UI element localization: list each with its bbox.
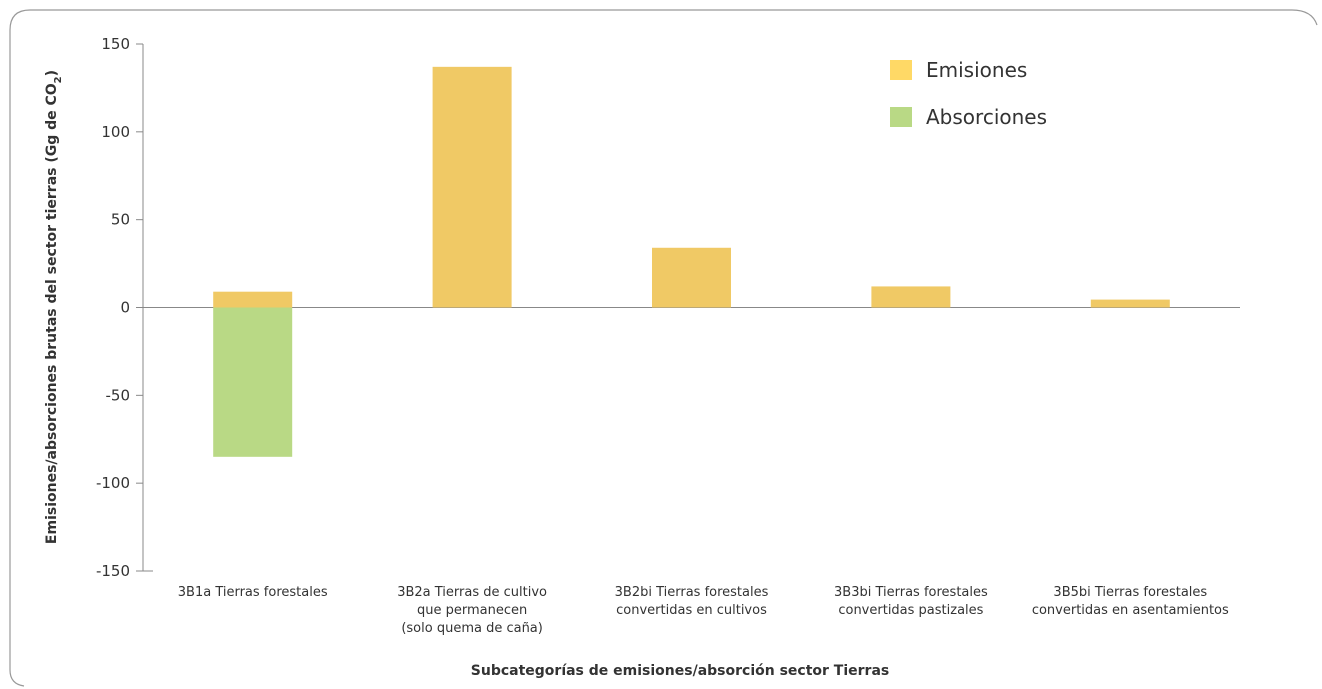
y-tick-label: 100 [101, 123, 130, 141]
y-tick-label: 150 [101, 35, 130, 53]
category-label: convertidas en asentamientos [1032, 603, 1229, 618]
category-label: que permanecen [417, 603, 527, 618]
y-tick-label: -150 [96, 562, 130, 580]
category-label: 3B2a Tierras de cultivo [397, 585, 547, 600]
legend-label: Emisiones [926, 58, 1027, 82]
category-label: 3B1a Tierras forestales [178, 585, 328, 600]
bar [213, 307, 293, 457]
category-label: 3B5bi Tierras forestales [1053, 585, 1207, 600]
y-axis-title-subscript: 2 [53, 76, 64, 83]
bar [1090, 299, 1170, 308]
bar [213, 291, 293, 308]
bars [213, 66, 1170, 457]
y-tick-label: 50 [111, 211, 130, 229]
bar [432, 66, 512, 308]
x-axis-title: Subcategorías de emisiones/absorción sec… [471, 663, 889, 679]
y-tick-label: -100 [96, 474, 130, 492]
y-axis-title-main: Emisiones/absorciones brutas del sector … [44, 83, 60, 544]
category-labels: 3B1a Tierras forestales 3B2a Tierras de c… [178, 585, 1229, 636]
legend-swatch [890, 60, 912, 80]
bar [652, 247, 731, 308]
legend: Emisiones Absorciones [890, 58, 1047, 129]
bar [871, 286, 951, 308]
y-tick-label: 0 [120, 299, 130, 317]
y-tick-label: -50 [106, 386, 131, 404]
category-label: (solo quema de caña) [401, 621, 543, 636]
category-label: convertidas en cultivos [616, 603, 767, 618]
legend-label: Absorciones [926, 105, 1047, 129]
category-label: 3B2bi Tierras forestales [615, 585, 769, 600]
legend-swatch [890, 107, 912, 127]
y-axis-title-close: ) [44, 70, 60, 76]
category-label: 3B3bi Tierras forestales [834, 585, 988, 600]
y-axis-title: Emisiones/absorciones brutas del sector … [44, 70, 64, 544]
category-label: convertidas pastizales [838, 603, 983, 618]
